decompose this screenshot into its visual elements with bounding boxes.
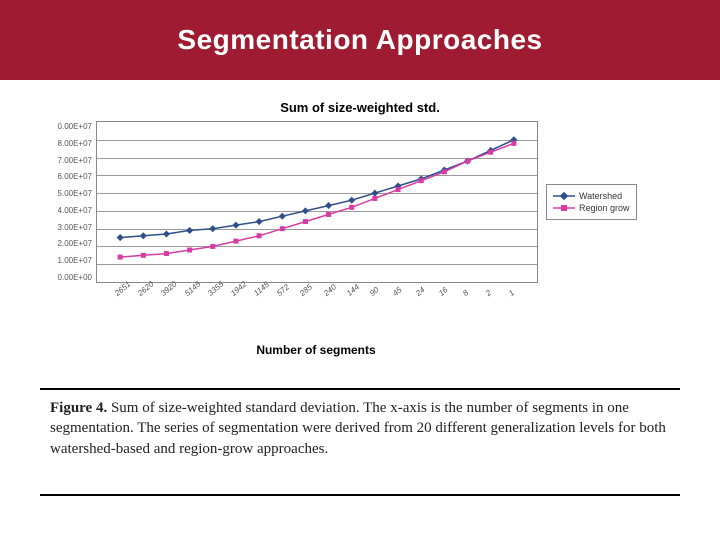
legend-marker-regiongrow — [553, 203, 575, 213]
x-tick-label: 1942 — [229, 280, 248, 298]
x-tick-label: 2620 — [136, 280, 155, 298]
y-tick-label: 2.00E+07 — [40, 239, 92, 248]
x-tick-label: 572 — [275, 282, 291, 297]
y-tick-label: 7.00E+07 — [40, 156, 92, 165]
x-tick-label: 5145 — [183, 280, 202, 298]
legend-item-regiongrow: Region grow — [553, 203, 630, 213]
y-axis-labels: 0.00E+07 8.00E+07 7.00E+07 6.00E+07 5.00E+07… — [40, 122, 96, 282]
divider-bottom — [40, 494, 680, 496]
x-tick-label: 240 — [322, 282, 338, 297]
plot-area — [96, 121, 538, 283]
x-tick-label: 90 — [368, 285, 381, 298]
y-tick-label: 1.00E+07 — [40, 256, 92, 265]
figure-caption: Figure 4. Sum of size-weighted standard … — [50, 398, 670, 459]
y-tick-label: 5.00E+07 — [40, 189, 92, 198]
y-tick-label: 0.00E+00 — [40, 273, 92, 282]
x-tick-label: 45 — [391, 285, 404, 298]
x-tick-label: 16 — [437, 285, 450, 298]
legend: Watershed Region grow — [546, 184, 637, 220]
legend-item-watershed: Watershed — [553, 191, 630, 201]
chart-title: Sum of size-weighted std. — [40, 100, 680, 115]
x-tick-label: 144 — [345, 282, 361, 297]
x-tick-label: 2651 — [113, 280, 132, 298]
slide: Segmentation Approaches Sum of size-weig… — [0, 0, 720, 540]
x-tick-label: 1 — [507, 288, 516, 298]
legend-marker-watershed — [553, 191, 575, 201]
x-tick-label: 2 — [484, 288, 493, 298]
x-tick-label: 24 — [414, 285, 427, 298]
chart: Sum of size-weighted std. 0.00E+07 8.00E+… — [40, 100, 680, 360]
x-tick-label: 3355 — [206, 280, 225, 298]
caption-text: Sum of size-weighted standard deviation.… — [50, 400, 666, 457]
y-tick-label: 6.00E+07 — [40, 172, 92, 181]
legend-label-regiongrow: Region grow — [579, 203, 630, 213]
x-tick-label: 8 — [461, 288, 470, 298]
y-tick-label: 8.00E+07 — [40, 139, 92, 148]
y-tick-label: 0.00E+07 — [40, 122, 92, 131]
caption-label: Figure 4. — [50, 400, 107, 416]
slide-title: Segmentation Approaches — [177, 24, 542, 56]
chart-body: 0.00E+07 8.00E+07 7.00E+07 6.00E+07 5.00E+07… — [40, 121, 680, 283]
legend-label-watershed: Watershed — [579, 191, 622, 201]
x-axis-labels: 265126203920 5145335519421145 572 285 240 144… — [96, 283, 536, 317]
series-svg — [97, 122, 537, 282]
y-tick-label: 4.00E+07 — [40, 206, 92, 215]
title-bar: Segmentation Approaches — [0, 0, 720, 80]
x-tick-label: 1145 — [252, 280, 271, 298]
divider-top — [40, 388, 680, 390]
x-axis-title: Number of segments — [96, 343, 536, 357]
x-tick-label: 3920 — [159, 280, 178, 298]
x-tick-label: 285 — [298, 282, 314, 297]
y-tick-label: 3.00E+07 — [40, 223, 92, 232]
